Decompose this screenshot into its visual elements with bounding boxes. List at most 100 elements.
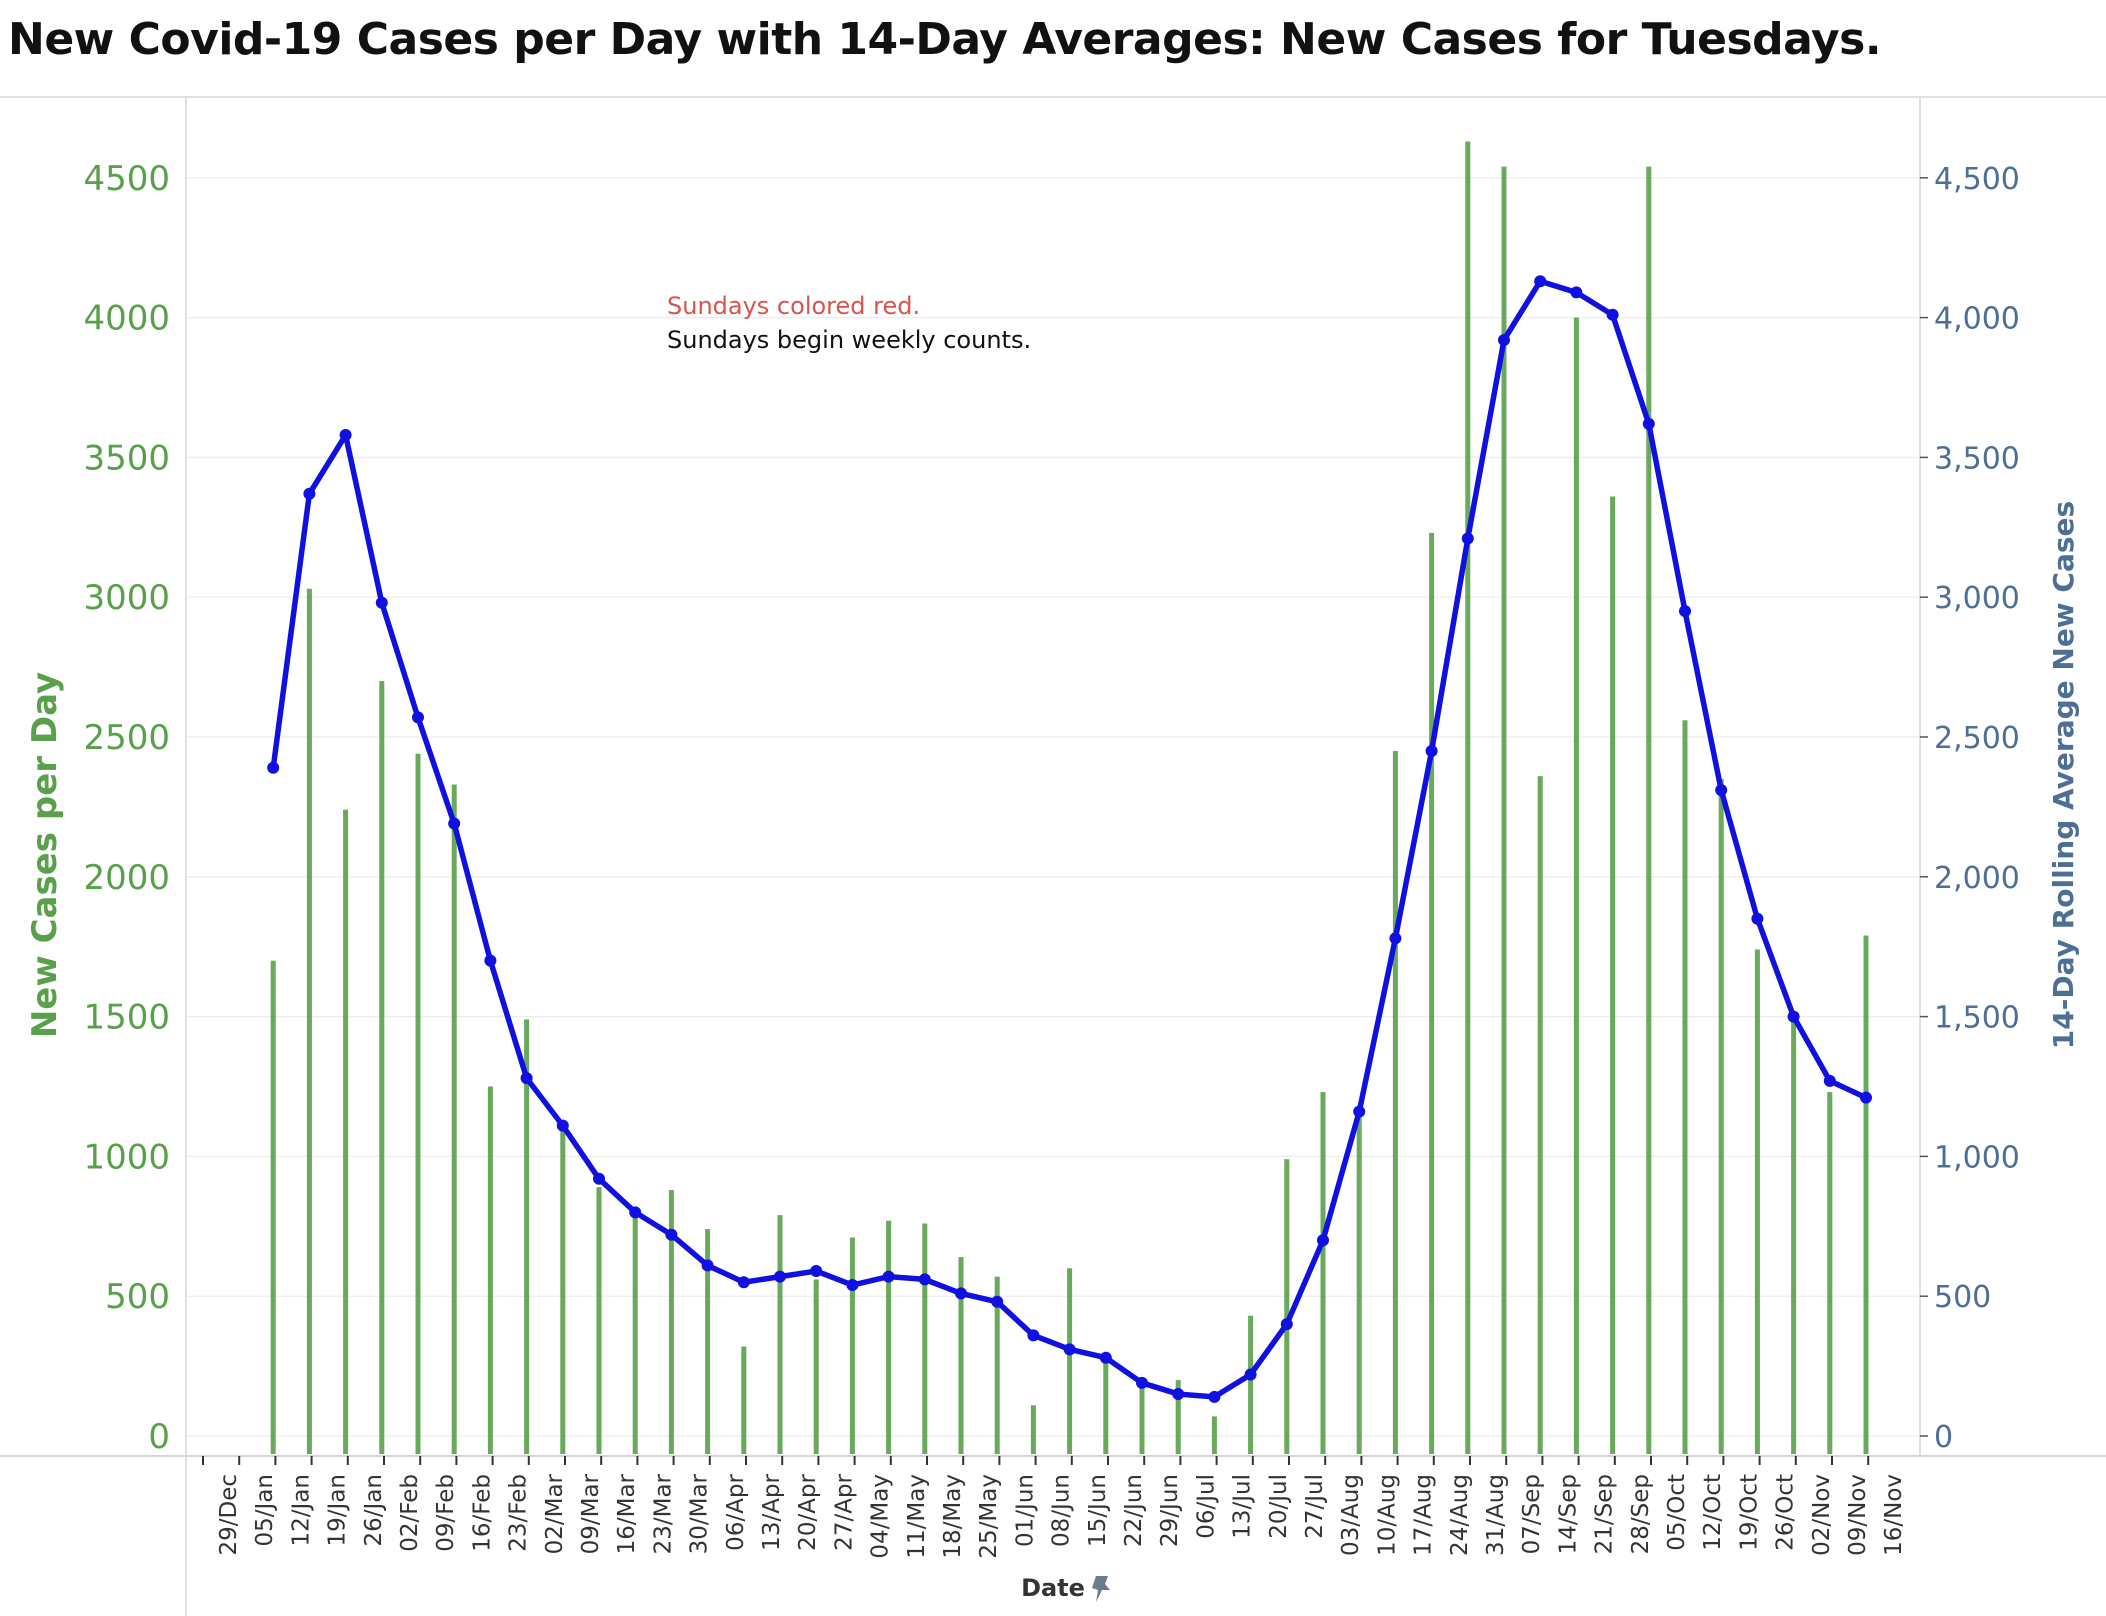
x-tick-label: 03/Aug: [1338, 1474, 1364, 1556]
bar: [632, 1212, 638, 1454]
right-tick-label: 2,500: [1934, 721, 2020, 756]
annotation-weekly-counts: Sundays begin weekly counts.: [667, 326, 1032, 354]
bar: [1429, 532, 1435, 1454]
x-tick-label: 15/Jun: [1085, 1474, 1111, 1547]
avg-point: [1136, 1376, 1148, 1389]
right-tick-label: 1,000: [1934, 1140, 2020, 1175]
x-tick-label: 12/Jan: [288, 1474, 314, 1546]
avg-point: [1461, 532, 1474, 545]
avg-point: [1570, 286, 1583, 299]
avg-point: [774, 1270, 786, 1283]
right-tick-label: 3,500: [1934, 441, 2020, 476]
x-tick-label: 14/Sep: [1555, 1474, 1581, 1554]
pin-icon[interactable]: [1092, 1576, 1110, 1602]
bar: [1320, 1092, 1326, 1454]
x-tick-label: 16/Mar: [614, 1473, 640, 1554]
x-tick-label: 16/Nov: [1881, 1474, 1907, 1556]
bar: [705, 1229, 711, 1454]
bar: [1573, 317, 1579, 1455]
bar: [1067, 1268, 1073, 1454]
x-tick-label: 24/Aug: [1447, 1474, 1473, 1556]
x-tick-label: 04/May: [868, 1474, 894, 1559]
avg-point: [955, 1287, 967, 1300]
x-tick-label: 16/Feb: [469, 1474, 495, 1552]
bar: [1175, 1380, 1181, 1454]
x-tick-label: 17/Aug: [1411, 1474, 1437, 1556]
line-series: [267, 275, 1872, 1403]
avg-point: [1642, 417, 1655, 430]
avg-point: [412, 711, 424, 724]
bar: [1356, 1117, 1362, 1454]
right-y-axis: 0 500 1,000 1,500 2,000 2,500 3,000 3,500 4,000 4…: [1920, 162, 2020, 1455]
right-tick-label: 1,500: [1934, 1001, 2020, 1036]
bar: [415, 753, 421, 1454]
avg-point: [448, 817, 461, 830]
bar: [1284, 1159, 1290, 1454]
left-tick-label: 3000: [83, 578, 170, 618]
bar: [1501, 166, 1507, 1455]
avg-point: [1172, 1388, 1185, 1401]
avg-point: [1823, 1074, 1836, 1087]
left-tick-label: 1000: [83, 1137, 170, 1177]
avg-point: [1280, 1318, 1293, 1331]
avg-point: [1860, 1091, 1872, 1104]
avg-point: [520, 1072, 533, 1085]
bar: [668, 1189, 674, 1454]
x-tick-label: 09/Nov: [1845, 1474, 1871, 1556]
right-y-axis-label: 14-Day Rolling Average New Cases: [2047, 501, 2080, 1049]
x-tick-label: 23/Mar: [650, 1473, 676, 1554]
x-tick-label: 09/Mar: [578, 1473, 604, 1554]
avg-point: [882, 1270, 895, 1283]
bar: [524, 1019, 530, 1454]
bar: [306, 588, 312, 1454]
x-tick-label: 13/Jul: [1230, 1474, 1256, 1539]
bar: [1030, 1405, 1036, 1454]
x-tick-label: 05/Oct: [1664, 1474, 1690, 1551]
left-tick-label: 1500: [83, 998, 170, 1038]
x-tick-label: 19/Jan: [325, 1474, 351, 1546]
x-axis-label: Date: [1021, 1574, 1085, 1602]
avg-point: [339, 429, 352, 442]
bar: [1465, 141, 1471, 1454]
avg-point: [1353, 1105, 1366, 1118]
bar: [596, 1187, 602, 1454]
x-tick-label: 20/Apr: [795, 1473, 821, 1550]
avg-point: [737, 1276, 750, 1289]
avg-point: [846, 1279, 859, 1292]
avg-point: [1244, 1368, 1257, 1381]
avg-point: [701, 1259, 714, 1272]
avg-point: [1751, 912, 1764, 925]
bar: [922, 1223, 928, 1454]
right-tick-label: 4,000: [1934, 302, 2020, 337]
bar-series: [270, 141, 1869, 1455]
x-tick-label: 29/Dec: [216, 1474, 242, 1556]
avg-point: [810, 1265, 823, 1278]
x-tick-label: 20/Jul: [1266, 1474, 1292, 1539]
left-tick-label: 4500: [83, 159, 170, 199]
avg-point: [1317, 1234, 1329, 1247]
x-tick-label: 19/Oct: [1736, 1474, 1762, 1551]
bar: [886, 1220, 892, 1454]
x-tick-label: 28/Sep: [1628, 1474, 1654, 1554]
bar: [1682, 720, 1688, 1454]
left-tick-label: 2500: [83, 718, 170, 758]
x-tick-label: 21/Sep: [1592, 1474, 1618, 1554]
x-tick-label: 26/Jan: [361, 1474, 387, 1546]
x-tick-label: 22/Jun: [1121, 1474, 1147, 1547]
x-tick-label: 01/Jun: [1012, 1474, 1038, 1547]
x-axis: 29/Dec 05/Jan 12/Jan 19/Jan 26/Jan 02/Feb 09/F…: [202, 1456, 1907, 1559]
bar: [1863, 935, 1869, 1454]
bar: [487, 1086, 493, 1454]
avg-point: [665, 1228, 678, 1241]
bar: [1754, 949, 1760, 1454]
x-tick-label: 27/Jul: [1302, 1474, 1328, 1539]
bar: [1139, 1377, 1145, 1454]
bar: [1718, 778, 1724, 1454]
right-tick-label: 0: [1934, 1420, 1953, 1455]
avg-point: [1534, 275, 1547, 288]
bar: [451, 784, 457, 1454]
x-tick-label: 02/Mar: [542, 1473, 568, 1554]
avg-point: [918, 1273, 931, 1286]
avg-point: [991, 1295, 1004, 1308]
